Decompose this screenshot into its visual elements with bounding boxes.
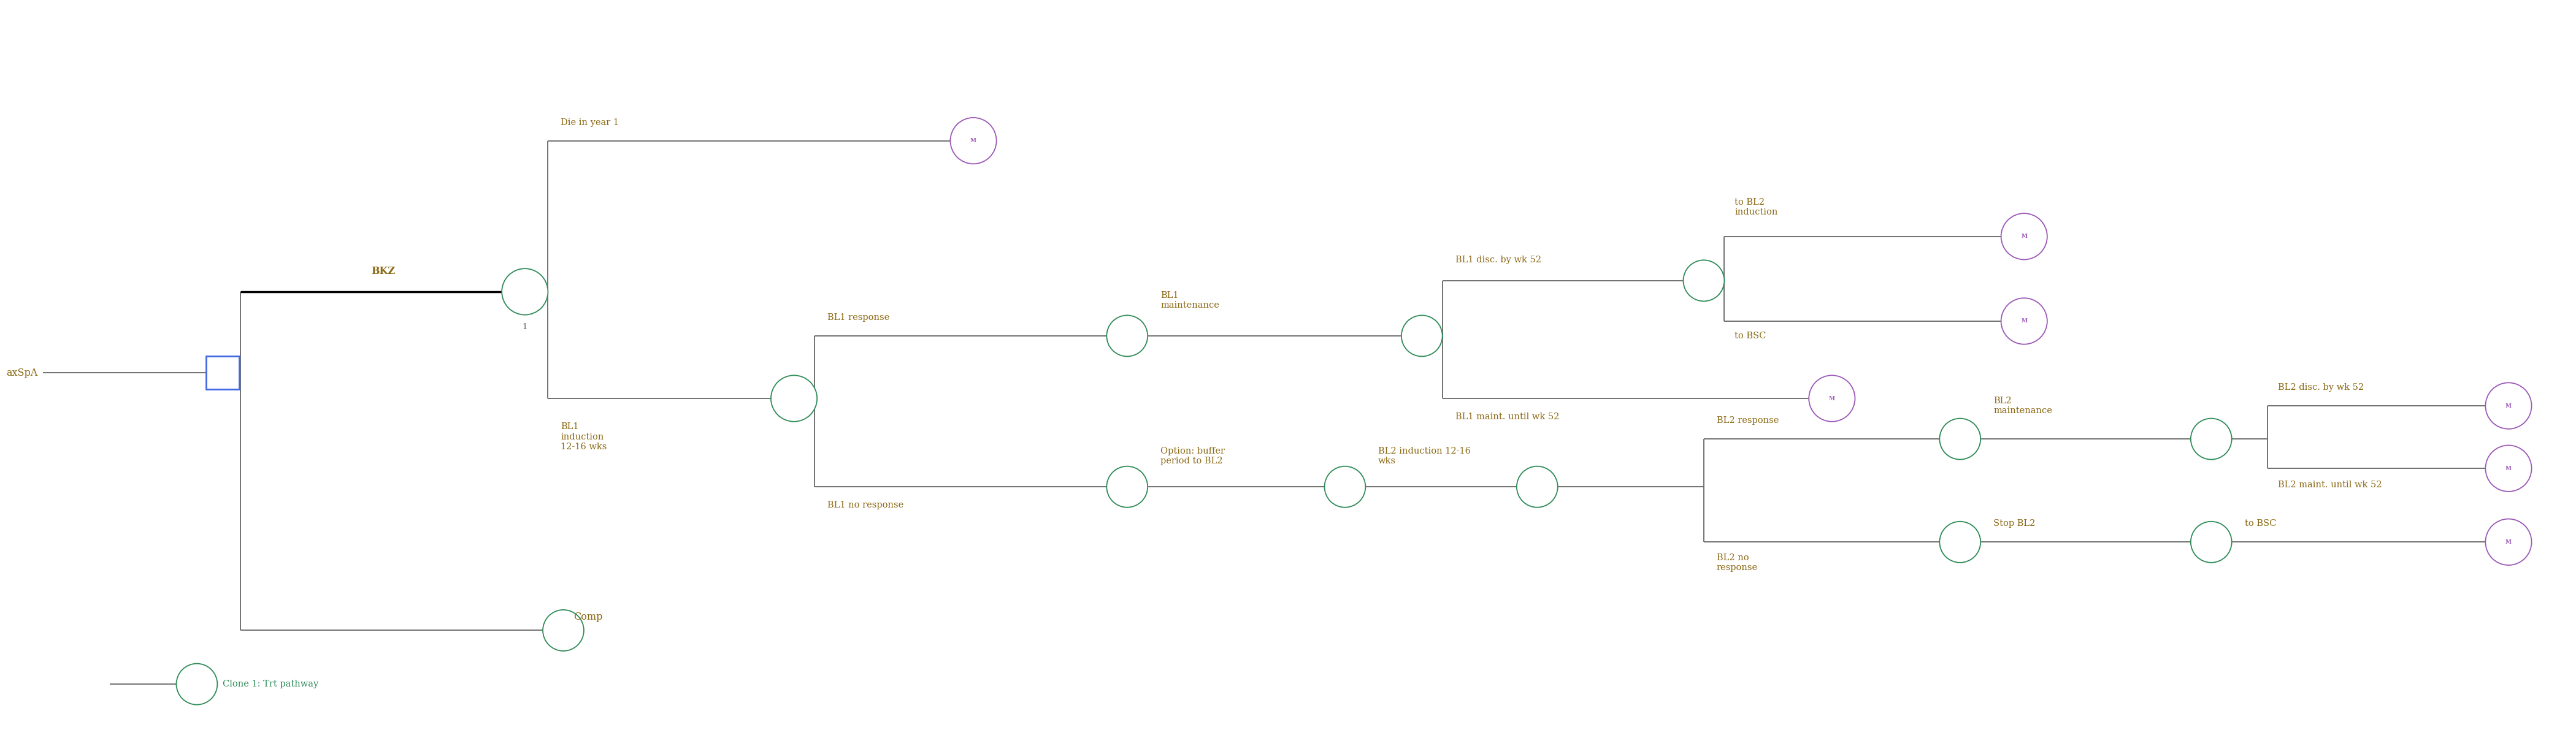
Ellipse shape [2486,519,2532,565]
Ellipse shape [1108,466,1149,507]
Text: BL1
maintenance: BL1 maintenance [1159,292,1218,310]
Text: M: M [971,138,976,143]
Text: to BSC: to BSC [2244,520,2277,528]
Text: M: M [1829,396,1834,401]
Text: BL2 no
response: BL2 no response [1716,554,1757,572]
Ellipse shape [1682,260,1723,301]
Ellipse shape [2002,298,2048,344]
Bar [206,356,240,390]
Text: BL1 response: BL1 response [827,313,889,322]
Ellipse shape [1940,418,1981,460]
Ellipse shape [1401,315,1443,356]
Text: BL2 response: BL2 response [1716,416,1780,425]
Text: Stop BL2: Stop BL2 [1994,520,2035,528]
Text: BL2 induction 12-16
wks: BL2 induction 12-16 wks [1378,446,1471,465]
Ellipse shape [1108,315,1149,356]
Ellipse shape [770,376,817,421]
Text: M: M [2022,234,2027,239]
Ellipse shape [2190,418,2231,460]
Ellipse shape [544,610,585,651]
Ellipse shape [1517,466,1558,507]
Text: BL2 maint. until wk 52: BL2 maint. until wk 52 [2277,480,2383,489]
Ellipse shape [1808,376,1855,421]
Text: BL2 disc. by wk 52: BL2 disc. by wk 52 [2277,383,2365,392]
Text: Option: buffer
period to BL2: Option: buffer period to BL2 [1159,446,1224,465]
Text: BL2
maintenance: BL2 maintenance [1994,396,2053,415]
Text: BL1 disc. by wk 52: BL1 disc. by wk 52 [1455,256,1540,264]
Text: to BSC: to BSC [1734,331,1767,340]
Ellipse shape [951,117,997,164]
Text: M: M [2506,539,2512,545]
Text: BL1 no response: BL1 no response [827,501,904,509]
Text: Die in year 1: Die in year 1 [562,118,618,127]
Ellipse shape [2486,383,2532,429]
Text: BL1
induction
12-16 wks: BL1 induction 12-16 wks [562,423,608,451]
Text: M: M [2022,318,2027,324]
Ellipse shape [1940,522,1981,562]
Text: BL1 maint. until wk 52: BL1 maint. until wk 52 [1455,413,1558,421]
Ellipse shape [502,269,549,315]
Ellipse shape [2002,213,2048,260]
Text: axSpA: axSpA [8,368,39,378]
Ellipse shape [2486,445,2532,492]
Text: M: M [2506,466,2512,471]
Text: to BL2
induction: to BL2 induction [1734,198,1777,216]
Ellipse shape [1324,466,1365,507]
Text: Clone 1: Trt pathway: Clone 1: Trt pathway [222,680,319,689]
Ellipse shape [2190,522,2231,562]
Text: M: M [2506,403,2512,409]
Ellipse shape [175,663,216,705]
Text: Comp: Comp [574,612,603,622]
Text: BKZ: BKZ [371,266,394,276]
Text: 1: 1 [523,323,528,331]
